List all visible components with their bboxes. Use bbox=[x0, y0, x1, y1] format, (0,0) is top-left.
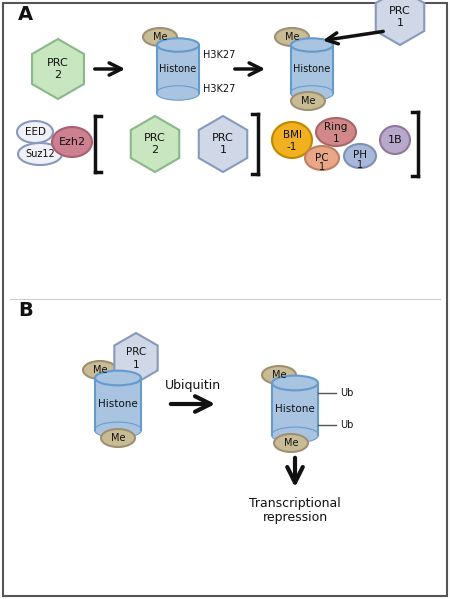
Ellipse shape bbox=[143, 28, 177, 46]
Ellipse shape bbox=[95, 423, 141, 437]
Text: B: B bbox=[18, 301, 33, 320]
Text: Histone: Histone bbox=[159, 64, 197, 74]
Text: 1: 1 bbox=[357, 160, 363, 170]
Text: PRC: PRC bbox=[212, 133, 234, 143]
Polygon shape bbox=[32, 39, 84, 99]
Ellipse shape bbox=[18, 143, 62, 165]
Ellipse shape bbox=[17, 121, 53, 143]
Text: Ub: Ub bbox=[340, 388, 353, 398]
Ellipse shape bbox=[305, 146, 339, 170]
Text: Ub: Ub bbox=[340, 420, 353, 430]
Text: Histone: Histone bbox=[275, 404, 315, 414]
Text: repression: repression bbox=[262, 510, 328, 524]
Text: 1: 1 bbox=[133, 360, 140, 370]
Text: Me: Me bbox=[285, 32, 299, 42]
Text: Ubiquitin: Ubiquitin bbox=[165, 380, 221, 392]
Text: 2: 2 bbox=[152, 145, 158, 155]
Text: PRC: PRC bbox=[126, 347, 146, 357]
Text: -1: -1 bbox=[287, 142, 297, 152]
Bar bbox=[95, 378, 141, 430]
Ellipse shape bbox=[262, 366, 296, 384]
Text: 1B: 1B bbox=[388, 135, 402, 145]
Ellipse shape bbox=[274, 434, 308, 452]
Bar bbox=[157, 45, 199, 93]
Text: H3K27: H3K27 bbox=[203, 50, 235, 60]
Ellipse shape bbox=[95, 371, 141, 385]
Polygon shape bbox=[114, 333, 158, 383]
Ellipse shape bbox=[157, 38, 199, 52]
Text: Ezh2: Ezh2 bbox=[58, 137, 86, 147]
Ellipse shape bbox=[291, 92, 325, 110]
Polygon shape bbox=[199, 116, 247, 172]
Ellipse shape bbox=[157, 86, 199, 99]
Polygon shape bbox=[376, 0, 424, 45]
Ellipse shape bbox=[291, 86, 333, 99]
Ellipse shape bbox=[316, 118, 356, 146]
Text: 2: 2 bbox=[54, 70, 62, 80]
Text: H3K27: H3K27 bbox=[203, 84, 235, 94]
Text: BMI: BMI bbox=[283, 130, 302, 140]
Text: PRC: PRC bbox=[389, 6, 411, 16]
Text: PH: PH bbox=[353, 150, 367, 160]
Ellipse shape bbox=[101, 429, 135, 447]
Text: Me: Me bbox=[111, 433, 125, 443]
Ellipse shape bbox=[275, 28, 309, 46]
Ellipse shape bbox=[157, 86, 199, 99]
Ellipse shape bbox=[272, 122, 312, 158]
Text: Histone: Histone bbox=[98, 399, 138, 409]
Text: Me: Me bbox=[272, 370, 286, 380]
Ellipse shape bbox=[344, 144, 376, 168]
Text: EED: EED bbox=[24, 127, 45, 137]
Text: Me: Me bbox=[284, 438, 298, 448]
Text: Ring: Ring bbox=[324, 122, 348, 132]
Ellipse shape bbox=[272, 428, 318, 442]
Text: Suz12: Suz12 bbox=[25, 149, 55, 159]
Text: Me: Me bbox=[153, 32, 167, 42]
Ellipse shape bbox=[52, 127, 92, 157]
Text: 1: 1 bbox=[220, 145, 226, 155]
Ellipse shape bbox=[272, 428, 318, 442]
Polygon shape bbox=[131, 116, 179, 172]
Text: PC: PC bbox=[315, 153, 329, 163]
Bar bbox=[272, 383, 318, 435]
Text: PRC: PRC bbox=[47, 58, 69, 68]
Ellipse shape bbox=[291, 86, 333, 99]
Text: 1: 1 bbox=[333, 134, 339, 144]
Ellipse shape bbox=[380, 126, 410, 154]
Text: Me: Me bbox=[93, 365, 107, 375]
Ellipse shape bbox=[272, 376, 318, 391]
Bar bbox=[291, 45, 333, 93]
Ellipse shape bbox=[83, 361, 117, 379]
Text: 1: 1 bbox=[319, 162, 325, 172]
Text: PRC: PRC bbox=[144, 133, 166, 143]
Text: 1: 1 bbox=[396, 18, 404, 28]
Ellipse shape bbox=[291, 38, 333, 52]
Text: Transcriptional: Transcriptional bbox=[249, 497, 341, 510]
Ellipse shape bbox=[95, 423, 141, 437]
Text: A: A bbox=[18, 5, 33, 23]
Text: Me: Me bbox=[301, 96, 315, 106]
Text: Histone: Histone bbox=[293, 64, 331, 74]
